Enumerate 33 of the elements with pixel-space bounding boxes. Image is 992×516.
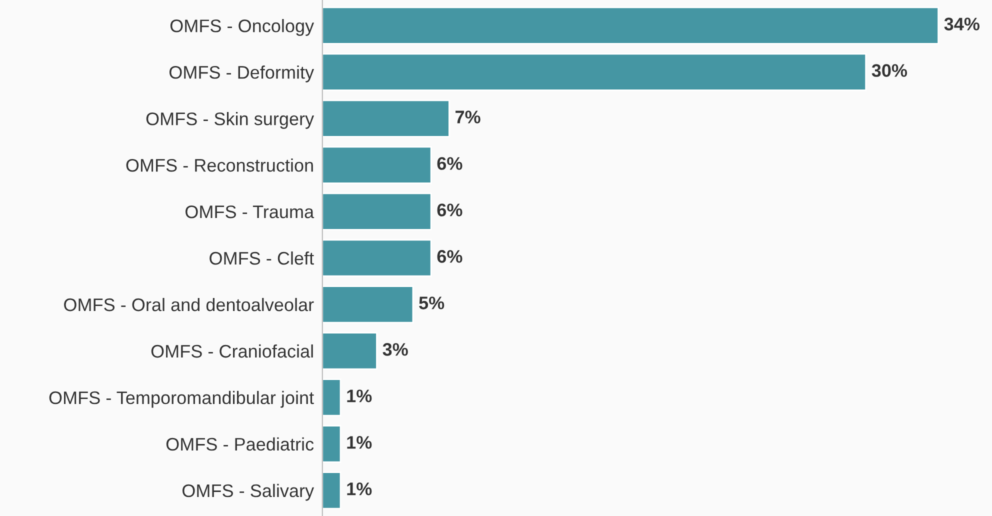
- y-tick-label: OMFS - Skin surgery: [146, 112, 314, 129]
- bar: [322, 100, 450, 138]
- data-label: 5%: [419, 296, 444, 310]
- data-label: 1%: [347, 390, 372, 402]
- data-label: 3%: [382, 343, 408, 356]
- bar: [322, 6, 939, 44]
- y-tick-label: OMFS - Cleft: [210, 251, 314, 265]
- bar: [322, 53, 867, 91]
- bar: [322, 192, 432, 230]
- y-tick-label: OMFS - Oral and dentoalveolar: [64, 298, 314, 312]
- y-tick-label: OMFS - Reconstruction: [126, 158, 313, 172]
- data-label: 34%: [944, 18, 980, 30]
- y-tick-label: OMFS - Paediatric: [166, 437, 314, 451]
- data-label: 6%: [437, 157, 462, 170]
- bar: [322, 146, 432, 184]
- data-label: 30%: [872, 64, 908, 77]
- bar: [322, 378, 342, 416]
- y-tick-label: OMFS - Oncology: [170, 19, 314, 36]
- y-tick-label: OMFS - Craniofacial: [151, 344, 313, 358]
- y-tick-label: OMFS - Temporomandibular joint: [49, 390, 314, 408]
- bar: [322, 332, 378, 370]
- data-label: 7%: [456, 110, 480, 124]
- data-label: 6%: [437, 250, 462, 263]
- data-label: 6%: [437, 204, 462, 216]
- bar: [322, 472, 342, 510]
- data-label: 1%: [347, 482, 372, 496]
- bar: [322, 425, 342, 463]
- y-tick-label: OMFS - Deformity: [169, 66, 314, 82]
- y-tick-label: OMFS - Salivary: [182, 484, 314, 501]
- bar: [322, 239, 432, 277]
- data-label: 1%: [347, 436, 372, 449]
- bar: [322, 286, 414, 324]
- y-tick-label: OMFS - Trauma: [186, 205, 314, 218]
